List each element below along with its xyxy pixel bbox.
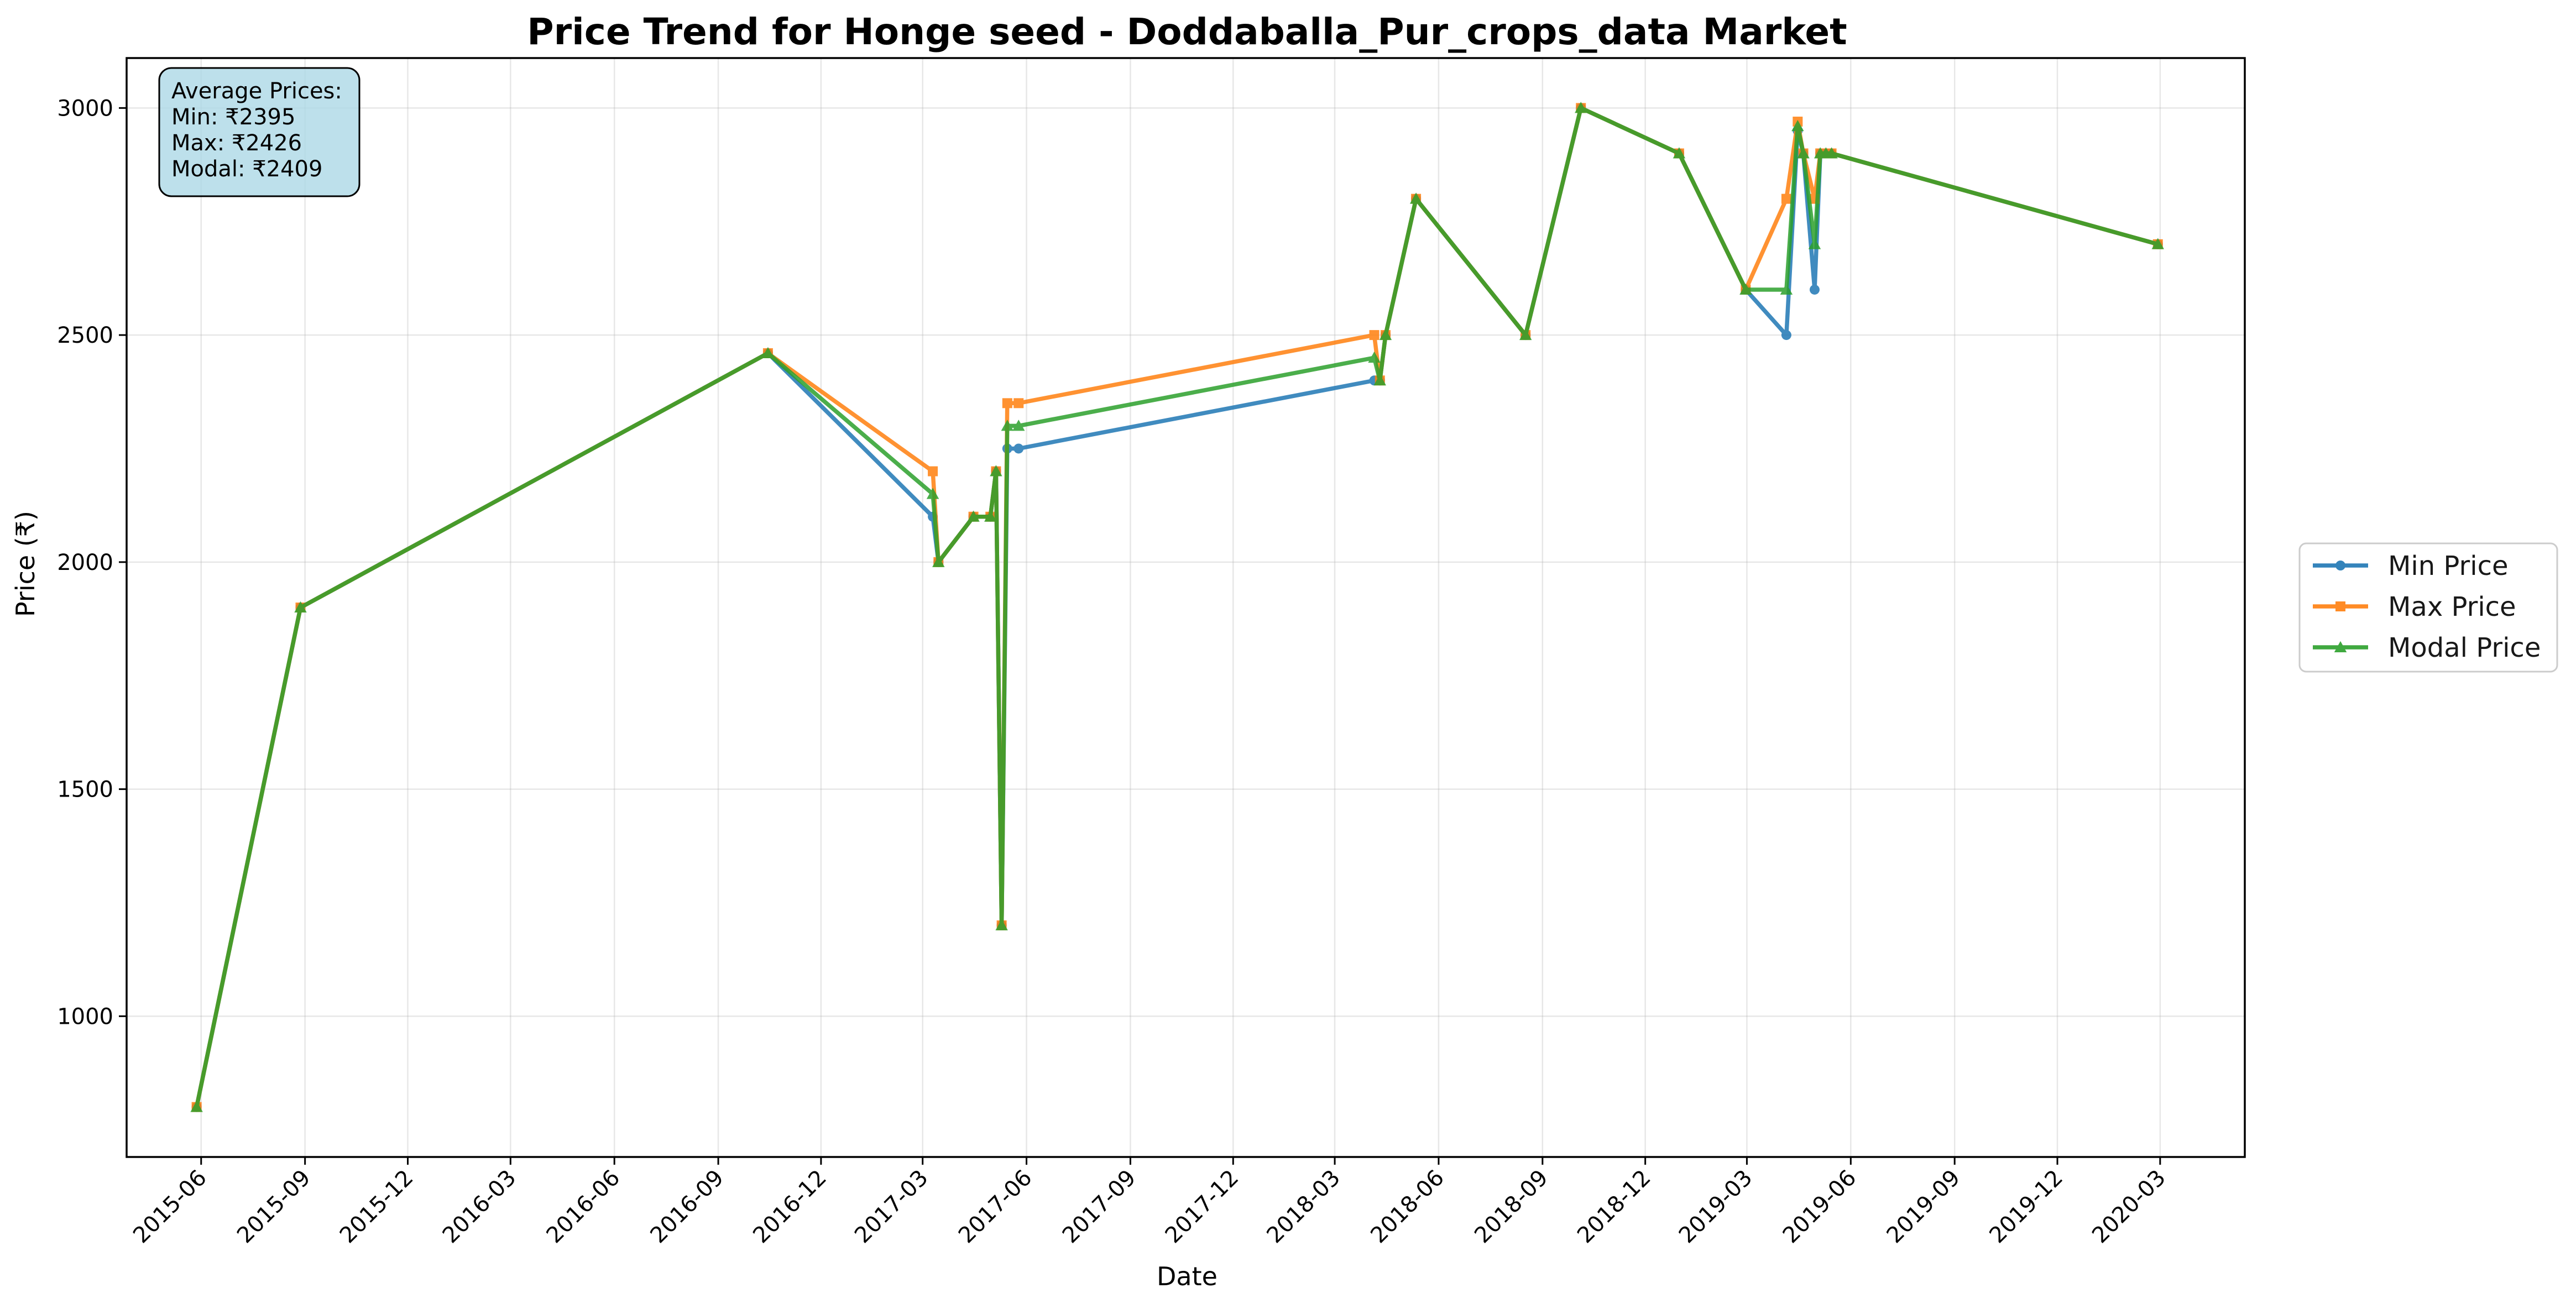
modal-price-point xyxy=(990,465,1002,477)
modal-price-point xyxy=(1791,119,1804,132)
series-group xyxy=(190,102,2165,1112)
max-price-point xyxy=(928,466,938,477)
modal-price-point xyxy=(1797,147,1810,159)
modal-price-point xyxy=(1780,283,1793,295)
grid xyxy=(127,58,2245,1157)
min-price-point xyxy=(1809,284,1820,295)
y-axis-label: Price (₹) xyxy=(11,511,40,617)
modal-price-point xyxy=(1574,102,1587,113)
legend-marker-max-price xyxy=(2335,601,2345,611)
modal-price-point xyxy=(926,488,939,499)
modal-price-point xyxy=(1825,147,1838,159)
modal-price-point xyxy=(1673,147,1686,159)
average-prices-line: Max: ₹2426 xyxy=(171,130,302,156)
x-axis-label: Date xyxy=(1157,1261,1218,1291)
legend-item-min-price: Min Price xyxy=(2313,551,2509,582)
min-price-point xyxy=(1013,443,1024,454)
y-tick-label: 3000 xyxy=(57,96,113,121)
average-prices-line: Modal: ₹2409 xyxy=(171,156,322,182)
modal-price-point xyxy=(294,601,307,612)
legend-frame xyxy=(2298,542,2558,673)
max-price-point xyxy=(1781,193,1791,204)
modal-price-point xyxy=(1368,351,1381,363)
y-tick-label: 1000 xyxy=(57,1004,113,1029)
legend-label-min-price: Min Price xyxy=(2388,551,2509,582)
average-prices-box-background xyxy=(158,67,360,197)
legend-item-max-price: Max Price xyxy=(2313,591,2516,622)
legend-item-modal-price: Modal Price xyxy=(2313,632,2541,663)
legend-marker-modal-price xyxy=(2334,641,2347,652)
legend-marker-min-price xyxy=(2335,561,2345,570)
modal-price-point xyxy=(1519,328,1532,341)
y-tick-label: 2000 xyxy=(57,550,113,575)
modal-price-point xyxy=(1808,238,1821,249)
modal-price-point xyxy=(190,1101,203,1112)
average-prices-line: Average Prices: xyxy=(171,78,342,104)
max-price-point xyxy=(1013,398,1024,409)
y-tick-label: 2500 xyxy=(57,323,113,348)
modal-price-point xyxy=(2151,238,2165,249)
average-prices-line: Min: ₹2395 xyxy=(171,104,295,130)
modal-price-point xyxy=(1409,192,1423,204)
modal-price-point xyxy=(995,919,1008,931)
modal-price-point xyxy=(1012,420,1025,431)
modal-price-point xyxy=(1379,328,1392,341)
y-tick-label: 1500 xyxy=(57,777,113,803)
chart-title: Price Trend for Honge seed - Doddaballa_… xyxy=(527,11,1847,53)
max-price-point xyxy=(1369,330,1380,341)
modal-price-series xyxy=(190,102,2165,1112)
legend-label-modal-price: Modal Price xyxy=(2388,632,2541,663)
min-price-point xyxy=(1781,330,1791,341)
modal-price-point xyxy=(1373,374,1386,386)
max-price-point xyxy=(1002,398,1012,409)
modal-price-point xyxy=(932,556,945,567)
modal-price-point xyxy=(1001,420,1014,431)
modal-price-point xyxy=(1739,283,1752,295)
legend-label-max-price: Max Price xyxy=(2388,591,2516,622)
modal-price-point xyxy=(761,347,775,358)
legend: Min Price Max Price Modal Price xyxy=(2298,542,2558,673)
modal-price-point xyxy=(967,510,980,522)
plot-frame xyxy=(126,57,2246,1158)
modal-price-point xyxy=(984,510,997,522)
